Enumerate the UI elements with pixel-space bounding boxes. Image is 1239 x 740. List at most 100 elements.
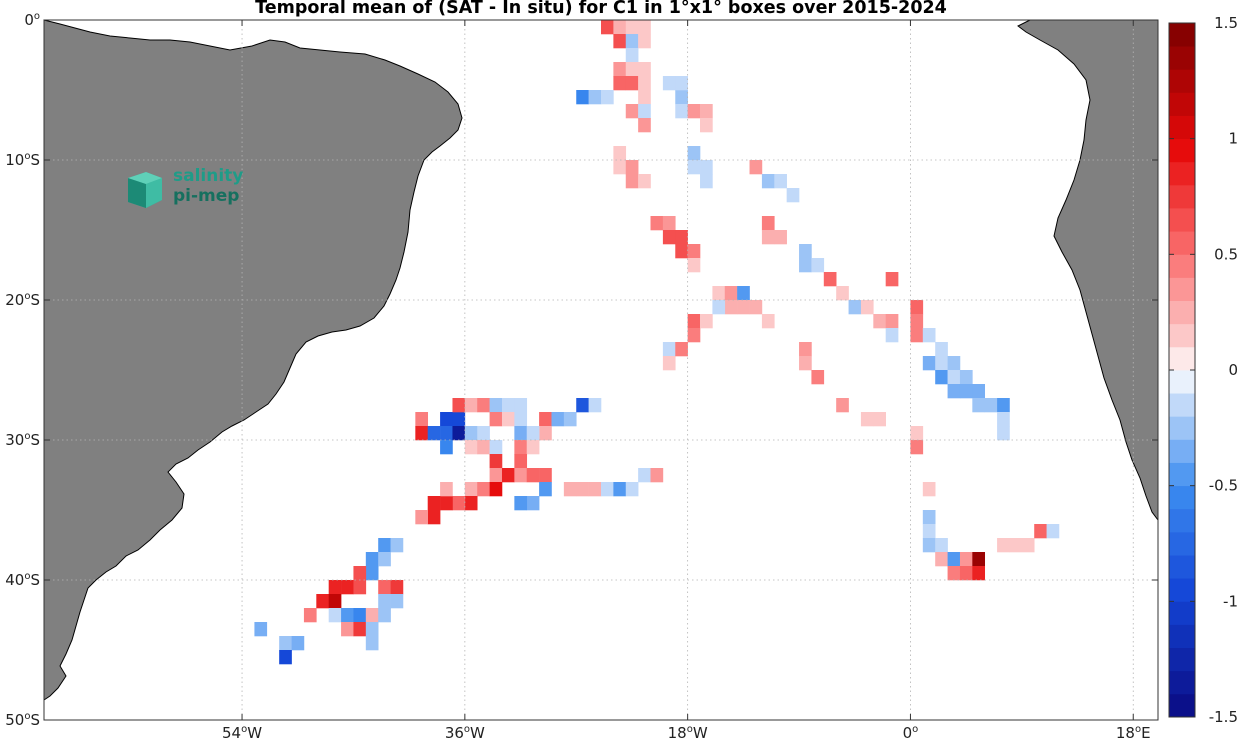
- heatmap-cell: [959, 384, 973, 399]
- heatmap-cell: [625, 20, 639, 35]
- colorbar-segment: [1169, 647, 1195, 672]
- heatmap-cell: [687, 146, 701, 161]
- colorbar-segment: [1169, 578, 1195, 602]
- heatmap-cell: [378, 580, 391, 595]
- heatmap-cell: [551, 412, 565, 427]
- heatmap-cell: [910, 314, 924, 329]
- heatmap-cell: [1009, 538, 1023, 553]
- heatmap-cell: [836, 398, 849, 413]
- heatmap-cell: [700, 160, 713, 175]
- heatmap-cell: [638, 174, 651, 189]
- colorbar-segment: [1169, 531, 1195, 556]
- heatmap-cell: [922, 524, 936, 539]
- heatmap-cell: [737, 286, 750, 301]
- x-axis-ticks: 54oW 36oW 18oW 0o 18oE: [222, 20, 1151, 740]
- heatmap-cell: [700, 314, 713, 329]
- heatmap-cell: [935, 342, 948, 357]
- heatmap-cell: [922, 356, 936, 371]
- logo-text-pimep: pi-mep: [173, 186, 240, 206]
- heatmap-cell: [625, 174, 639, 189]
- heatmap-cell: [997, 538, 1010, 553]
- heatmap-cell: [464, 426, 478, 441]
- heatmap-cell: [836, 286, 849, 301]
- heatmap-cell: [997, 412, 1010, 427]
- heatmap-cell: [811, 370, 825, 385]
- heatmap-cell: [514, 398, 528, 413]
- colorbar-segment: [1169, 555, 1195, 579]
- heatmap-cell: [316, 594, 329, 609]
- heatmap-cell: [415, 426, 429, 441]
- heatmap-cell: [452, 412, 466, 427]
- y-tick-label: 10oS: [5, 151, 40, 169]
- heatmap-cell: [539, 468, 552, 483]
- colorbar-segment: [1169, 69, 1195, 93]
- heatmap-cell: [799, 258, 812, 273]
- heatmap-cell: [910, 440, 924, 455]
- heatmap-cell: [625, 76, 639, 91]
- heatmap-cell: [613, 482, 627, 497]
- heatmap-cell: [440, 482, 453, 497]
- chart-title: Temporal mean of (SAT - In situ) for C1 …: [255, 0, 947, 18]
- colorbar-segment: [1169, 300, 1195, 325]
- heatmap-cell: [700, 104, 713, 119]
- colorbar-segment: [1169, 601, 1195, 625]
- heatmap-cell: [625, 34, 639, 49]
- heatmap-cell: [638, 34, 651, 49]
- heatmap-cell: [501, 468, 515, 483]
- colorbar-segment: [1169, 277, 1195, 301]
- heatmap-cell: [341, 580, 354, 595]
- heatmap-cell: [638, 104, 651, 119]
- africa-landmass: [1017, 19, 1159, 522]
- heatmap-cell: [737, 300, 750, 315]
- colorbar-tick-label: -0.5: [1209, 477, 1238, 495]
- heatmap-cell: [997, 426, 1010, 441]
- y-tick-label: 0o: [24, 11, 40, 29]
- heatmap-cell: [662, 76, 676, 91]
- heatmap-cell: [786, 188, 800, 203]
- colorbar-segment: [1169, 370, 1195, 394]
- colorbar-segment: [1169, 416, 1195, 440]
- heatmap-cell: [712, 286, 726, 301]
- heatmap-cell: [885, 272, 899, 287]
- heatmap-cell: [477, 398, 490, 413]
- heatmap-cell: [687, 258, 701, 273]
- y-tick-label: 50oS: [5, 711, 40, 729]
- heatmap-cell: [526, 496, 540, 511]
- heatmap-cell: [489, 398, 503, 413]
- heatmap-cell: [799, 356, 812, 371]
- heatmap-cell: [662, 216, 676, 231]
- x-tick-label: 18oE: [1116, 724, 1151, 740]
- heatmap-cell: [279, 636, 292, 651]
- heatmap-cell: [489, 482, 503, 497]
- heatmap-cell: [885, 328, 899, 343]
- heatmap-cell: [910, 300, 924, 315]
- heatmap-cell: [440, 412, 453, 427]
- heatmap-cell: [353, 622, 367, 637]
- heatmap-cell: [452, 426, 466, 441]
- colorbar-segment: [1169, 624, 1195, 648]
- plot-frame: [43, 19, 1159, 721]
- colorbar-segment: [1169, 485, 1195, 510]
- heatmap-cell: [539, 426, 552, 441]
- heatmap-cell: [910, 426, 924, 441]
- colorbar-segment: [1169, 393, 1195, 417]
- logo-cube-icon: [128, 172, 162, 208]
- heatmap-cell: [601, 482, 614, 497]
- heatmap-cell: [291, 636, 305, 651]
- heatmap-cell: [613, 146, 627, 161]
- heatmap-cell: [687, 160, 701, 175]
- heatmap-cell: [675, 244, 688, 259]
- heatmap-cell: [774, 174, 787, 189]
- heatmap-cell: [947, 566, 961, 581]
- colorbar-segment: [1169, 184, 1195, 209]
- heatmap-cell: [625, 62, 639, 77]
- heatmap-cell: [601, 90, 614, 105]
- heatmap-cell: [440, 426, 453, 441]
- heatmap-cell: [489, 412, 503, 427]
- heatmap-cell: [378, 552, 391, 567]
- heatmap-cell: [390, 594, 404, 609]
- colorbar-tick-label: 1: [1228, 130, 1238, 148]
- y-tick-label: 20oS: [5, 291, 40, 309]
- heatmap-cell: [477, 426, 490, 441]
- heatmap-cell: [625, 104, 639, 119]
